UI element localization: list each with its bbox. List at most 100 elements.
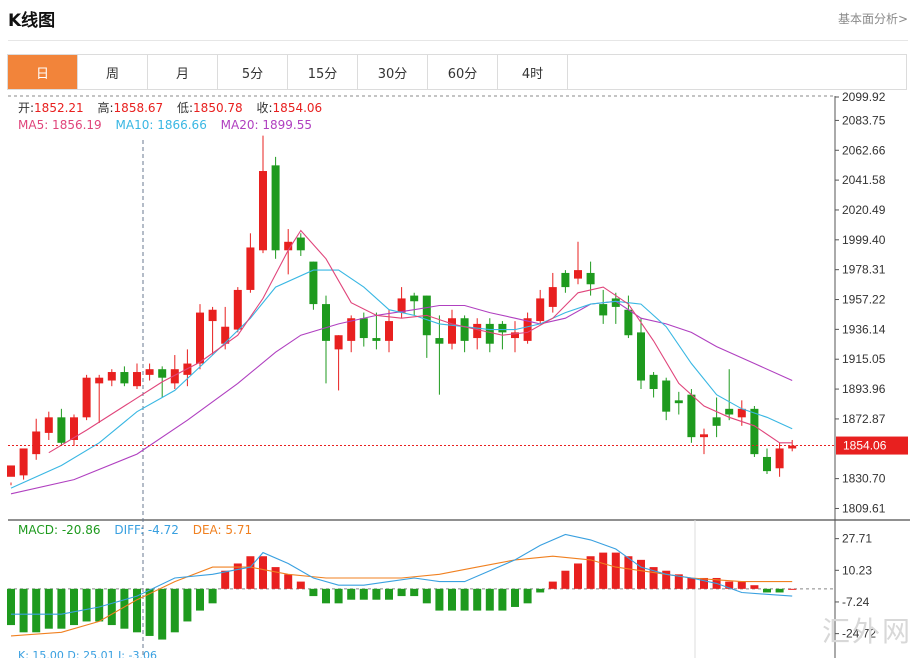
macd-y-tick-label: -24.72 (842, 627, 876, 641)
y-tick-label: 2041.58 (842, 173, 886, 187)
macd-histogram-bar (599, 552, 608, 589)
macd-histogram-bar (183, 588, 192, 622)
candle-body (737, 408, 746, 418)
candle-body (624, 309, 633, 336)
candle-body (725, 408, 734, 415)
candle-body (120, 372, 129, 384)
macd-histogram-bar (221, 570, 230, 589)
macd-histogram-bar (145, 588, 154, 636)
macd-histogram-bar (57, 588, 66, 629)
candle-body (435, 338, 444, 344)
header: K线图 基本面分析> (0, 0, 922, 40)
macd-y-tick-label: -7.24 (842, 595, 870, 609)
tab-60min[interactable]: 60分 (428, 55, 498, 89)
y-tick-label: 2083.75 (842, 113, 886, 127)
y-tick-label: 1915.05 (842, 352, 886, 366)
macd-histogram-bar (611, 552, 620, 589)
macd-histogram-bar (385, 588, 393, 600)
candle-body (750, 408, 759, 455)
candle-body (284, 241, 293, 251)
macd-histogram-bar (284, 574, 293, 589)
candle-body (788, 445, 797, 449)
candle-body (133, 372, 141, 387)
macd-histogram-bar (82, 588, 91, 622)
macd-histogram-bar (498, 588, 507, 611)
tab-5min[interactable]: 5分 (218, 55, 288, 89)
candle-body (7, 465, 15, 477)
low-readout: 低:1850.78 (177, 101, 243, 115)
low-value: 1850.78 (193, 101, 243, 115)
tab-30min[interactable]: 30分 (358, 55, 428, 89)
candle-body (208, 309, 217, 322)
kline-chart[interactable]: 2099.92 2083.75 2062.66 2041.58 2020.49 1999.… (0, 90, 922, 658)
y-tick-label: 1957.22 (842, 293, 886, 307)
macd-histogram-bar (70, 588, 78, 626)
watermark-logo: 汇外网 (821, 615, 912, 648)
macd-histogram-bar (574, 563, 582, 589)
macd-histogram-bar (737, 581, 746, 589)
candle-body (196, 312, 204, 364)
macd-histogram-bar (309, 588, 318, 597)
ma5-readout: MA5: 1856.19 (18, 118, 102, 132)
macd-histogram-bar (32, 588, 41, 633)
ma-readout: MA5: 1856.19 MA10: 1866.66 MA20: 1899.55 (18, 118, 322, 132)
macd-histogram-bar (536, 588, 545, 593)
candle-body (687, 394, 696, 438)
macd-histogram-bar (322, 588, 330, 604)
y-tick-label: 1978.31 (842, 263, 886, 277)
tab-15min[interactable]: 15分 (288, 55, 358, 89)
candle-body (322, 304, 330, 341)
open-label: 开: (18, 101, 35, 115)
macd-histogram-bar (725, 581, 734, 589)
macd-histogram-bar (448, 588, 456, 611)
candle-body (246, 247, 255, 290)
last-price-tag (836, 436, 908, 455)
candle-body (637, 332, 645, 381)
candle-body (523, 318, 532, 341)
candle-body (359, 318, 368, 339)
tabs-filler (568, 55, 906, 89)
y-tick-label: 2020.49 (842, 203, 886, 217)
macd-histogram-bar (208, 588, 217, 604)
macd-histogram-bar (133, 588, 141, 633)
candle-body (95, 377, 104, 384)
fundamental-analysis-link[interactable]: 基本面分析> (837, 12, 908, 26)
tab-4hour[interactable]: 4时 (498, 55, 568, 89)
page-title: K线图 (8, 11, 56, 31)
macd-histogram-bar (347, 588, 356, 600)
dea-line (10, 555, 793, 637)
open-readout: 开:1852.21 (18, 101, 84, 115)
macd-histogram-bar (422, 588, 431, 604)
macd-histogram-bar (624, 556, 633, 589)
macd-histogram-bar (246, 556, 255, 589)
macd-histogram-bar (586, 556, 595, 589)
candle-body (397, 298, 406, 313)
tab-week[interactable]: 周 (78, 55, 148, 89)
macd-histogram-bar (649, 567, 658, 589)
candle-body (347, 318, 356, 341)
macd-histogram-bar (7, 588, 15, 626)
y-tick-label: 1809.61 (842, 501, 886, 515)
macd-histogram-bar (435, 588, 444, 611)
last-price-label: 1854.06 (843, 439, 887, 453)
high-value: 1858.67 (113, 101, 164, 115)
candle-body (309, 261, 318, 305)
tab-month[interactable]: 月 (148, 55, 218, 89)
y-tick-label: 1936.14 (842, 322, 886, 336)
macd-histogram-bar (372, 588, 381, 600)
ma20-line (10, 300, 793, 495)
macd-histogram-bar (548, 581, 557, 589)
y-tick-label: 1872.87 (842, 412, 886, 426)
tab-day[interactable]: 日 (8, 55, 78, 89)
macd-histogram-bar (271, 567, 280, 589)
candle-body (334, 335, 343, 350)
dea-value: DEA: 5.71 (192, 523, 253, 537)
macd-histogram-bar (233, 563, 242, 589)
candle-body (611, 298, 620, 307)
macd-readout: MACD: -20.86 DIFF: -4.72 DEA: 5.71 (18, 523, 262, 537)
period-tabs: 日 周 月 5分 15分 30分 60分 4时 (7, 54, 907, 90)
candle-body (674, 400, 683, 404)
candle-body (649, 374, 658, 390)
macd-histogram-bar (296, 581, 305, 589)
kdj-readout: K: 15.00 D: 25.01 J: -3.06 (18, 649, 157, 658)
